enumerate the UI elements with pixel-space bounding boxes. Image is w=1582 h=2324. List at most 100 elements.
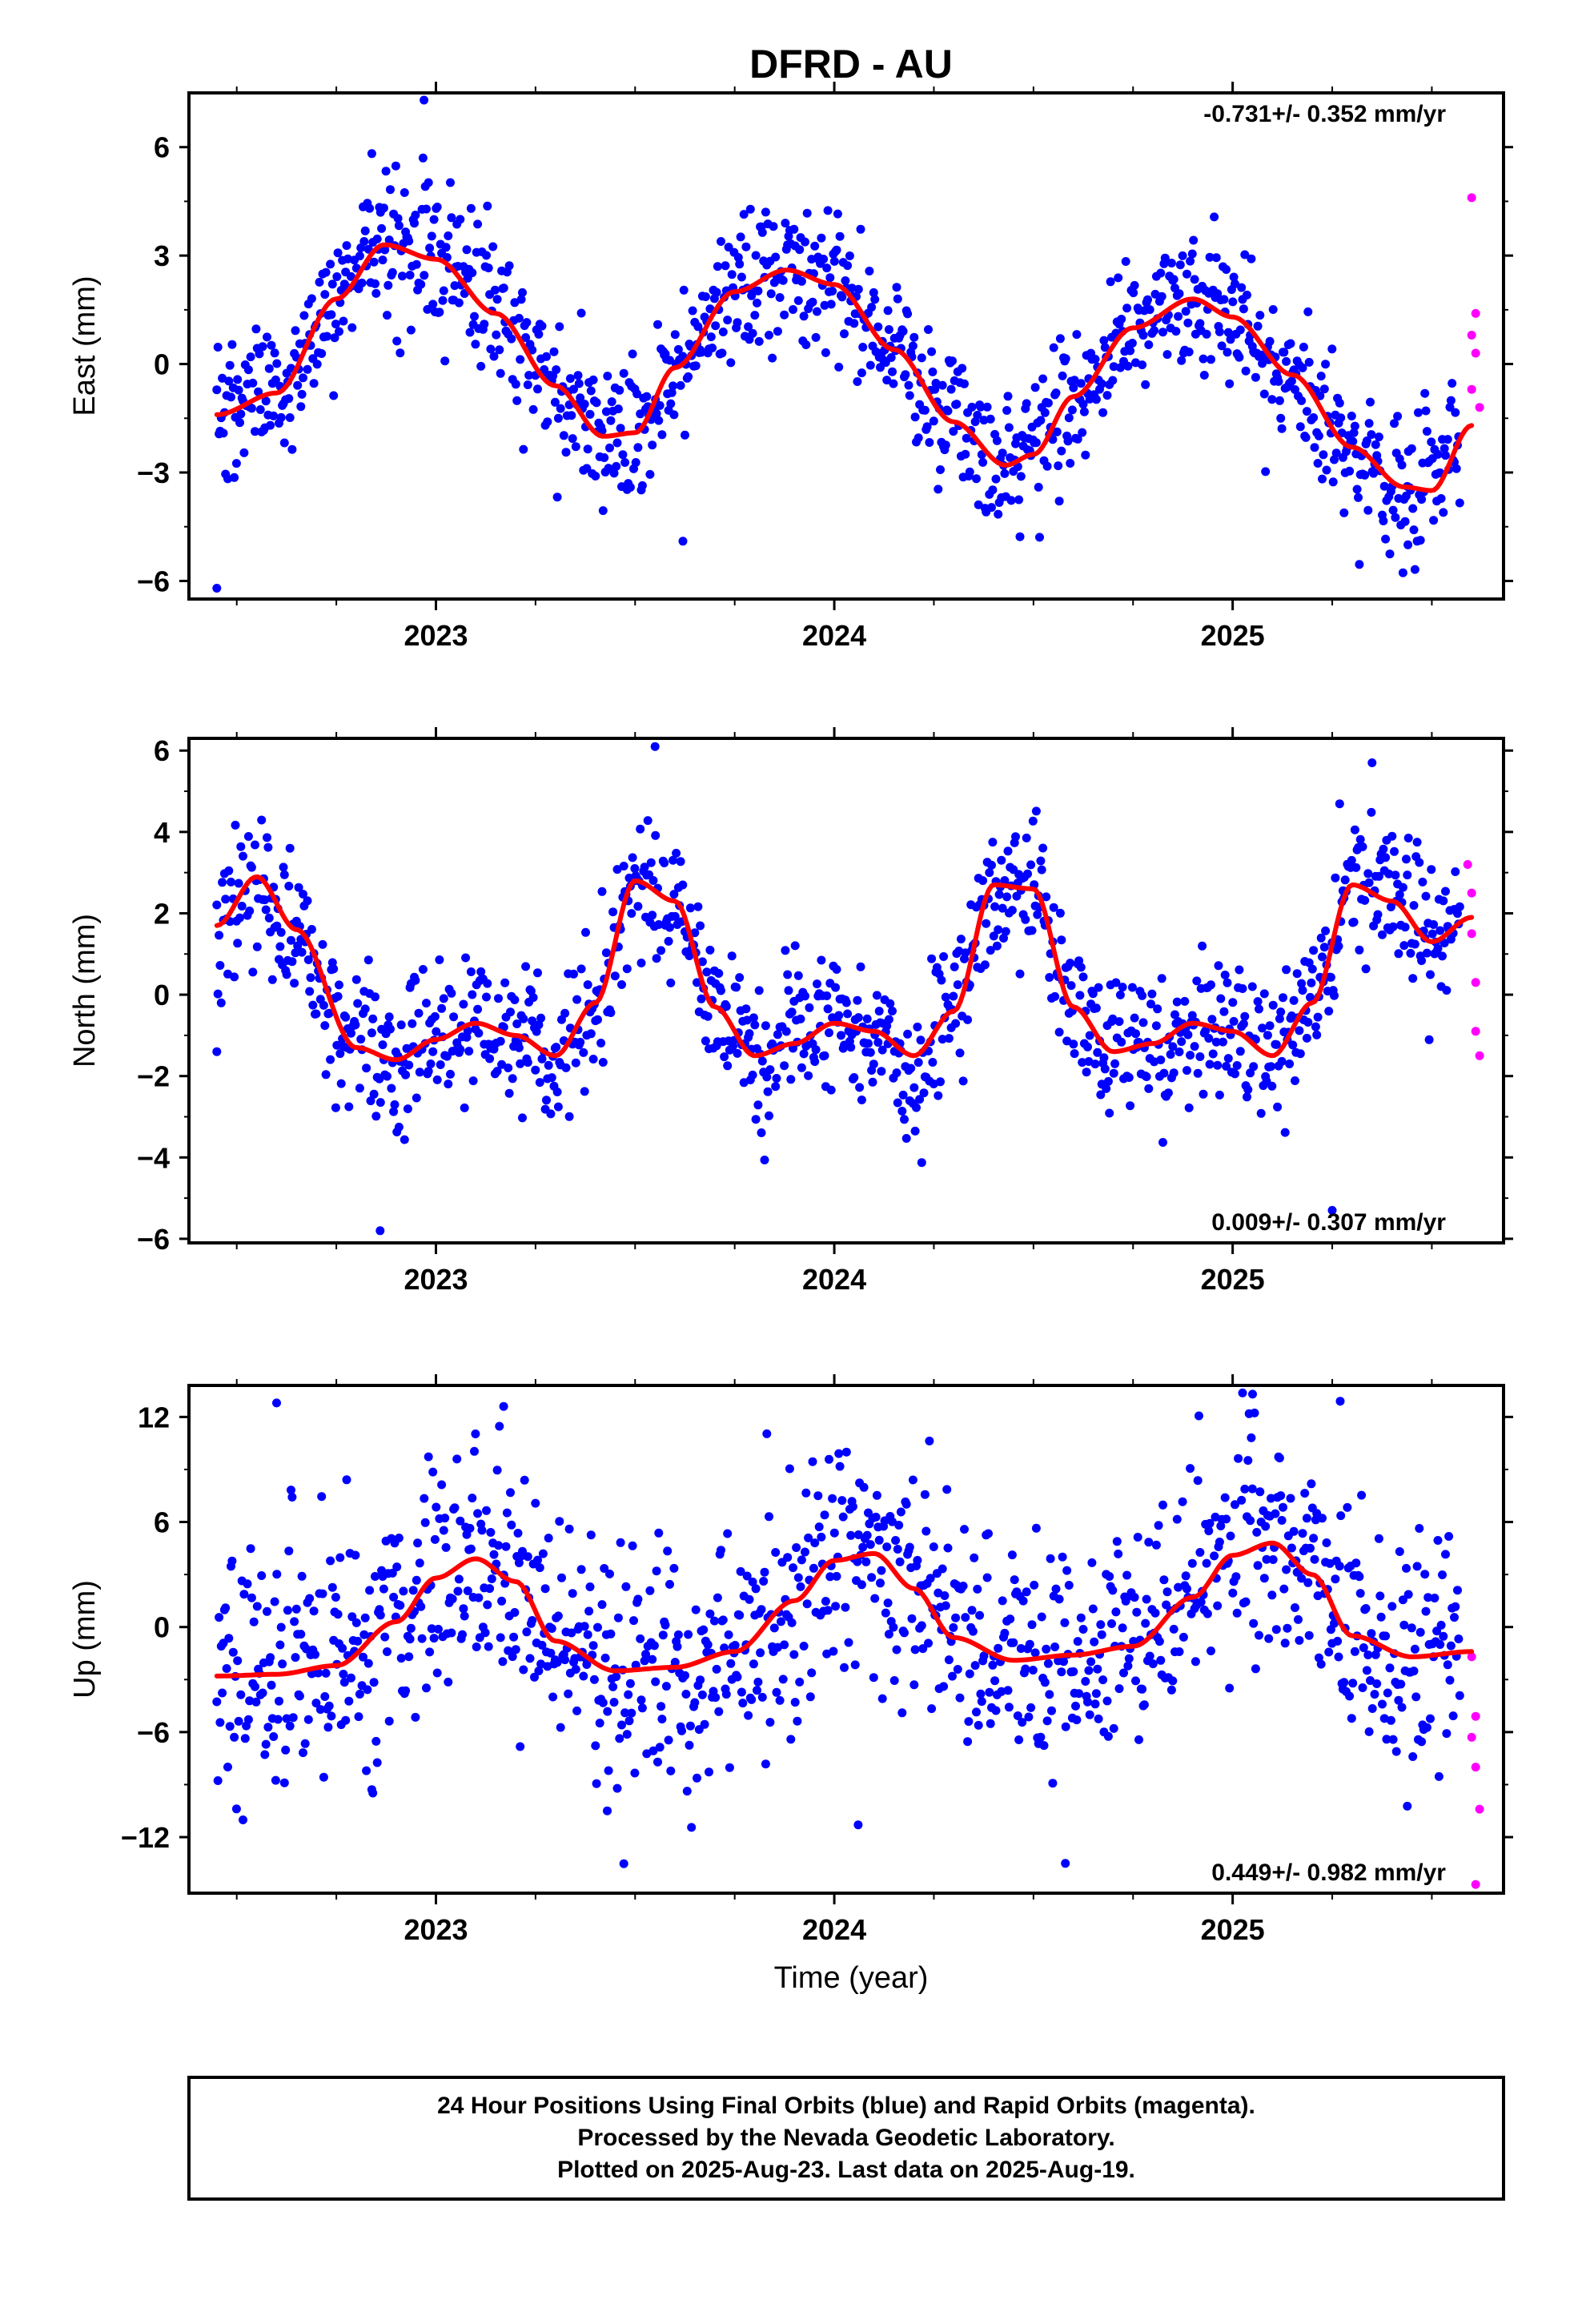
data-point bbox=[1261, 467, 1271, 476]
data-point bbox=[801, 237, 809, 247]
data-point bbox=[1207, 355, 1215, 364]
data-point bbox=[1364, 419, 1374, 428]
data-point bbox=[426, 1059, 436, 1068]
data-point bbox=[468, 268, 477, 278]
data-point bbox=[665, 356, 674, 365]
data-point bbox=[387, 267, 397, 277]
data-point bbox=[568, 434, 577, 444]
data-point bbox=[532, 1027, 541, 1036]
data-point bbox=[1451, 408, 1460, 417]
data-point bbox=[401, 1686, 411, 1695]
data-point bbox=[833, 209, 842, 219]
data-point bbox=[841, 998, 851, 1007]
data-point bbox=[567, 411, 576, 420]
data-point bbox=[987, 503, 996, 513]
data-point bbox=[702, 967, 712, 977]
data-point bbox=[906, 1063, 916, 1073]
data-point bbox=[439, 286, 448, 296]
data-point bbox=[1025, 1639, 1034, 1649]
data-point bbox=[926, 1574, 935, 1583]
data-point bbox=[1048, 1779, 1058, 1788]
data-point bbox=[771, 1548, 781, 1557]
data-point bbox=[1348, 436, 1358, 446]
data-point bbox=[1406, 948, 1415, 958]
data-point bbox=[1443, 435, 1452, 444]
data-point bbox=[612, 438, 622, 448]
data-point bbox=[1441, 887, 1450, 896]
rate-label-north: 0.009+/- 0.307 mm/yr bbox=[1211, 1209, 1446, 1236]
data-point bbox=[821, 348, 830, 357]
data-point bbox=[612, 461, 621, 471]
data-point bbox=[215, 1613, 224, 1622]
data-point bbox=[284, 1546, 294, 1556]
data-point bbox=[904, 380, 913, 390]
data-point bbox=[1316, 1659, 1326, 1669]
data-point bbox=[726, 1659, 736, 1668]
data-point bbox=[1343, 1502, 1352, 1512]
x-tick-label: 2024 bbox=[802, 619, 866, 652]
data-point bbox=[243, 365, 253, 375]
data-point bbox=[263, 332, 271, 342]
data-point bbox=[470, 1446, 479, 1456]
data-point bbox=[500, 978, 510, 987]
data-point bbox=[466, 1544, 476, 1554]
data-point bbox=[1014, 1735, 1024, 1744]
data-point bbox=[717, 1546, 725, 1555]
data-point bbox=[862, 1530, 872, 1540]
data-point bbox=[1202, 1558, 1211, 1568]
data-point bbox=[260, 1750, 270, 1759]
data-point bbox=[972, 1707, 981, 1717]
data-point bbox=[1251, 372, 1260, 382]
data-point bbox=[1199, 1089, 1208, 1099]
data-point bbox=[1062, 1036, 1072, 1046]
data-point bbox=[986, 1719, 995, 1728]
data-point bbox=[1243, 290, 1251, 300]
rapid-orbit-points-up bbox=[1467, 1652, 1484, 1889]
data-point bbox=[464, 1047, 474, 1056]
data-point bbox=[514, 313, 524, 323]
data-point bbox=[618, 450, 628, 460]
data-point bbox=[335, 1049, 345, 1059]
data-point bbox=[603, 372, 612, 381]
data-point bbox=[586, 1029, 596, 1039]
data-point bbox=[386, 185, 395, 195]
data-point bbox=[535, 1563, 544, 1573]
data-point bbox=[958, 1076, 968, 1086]
data-point bbox=[255, 349, 264, 359]
data-point bbox=[553, 413, 563, 423]
data-point bbox=[705, 1609, 715, 1618]
data-point bbox=[1169, 1624, 1178, 1634]
data-point bbox=[378, 255, 387, 265]
data-point bbox=[761, 207, 770, 217]
data-point bbox=[934, 485, 943, 494]
data-point bbox=[576, 1037, 585, 1047]
data-point bbox=[459, 1604, 468, 1614]
data-point bbox=[1072, 330, 1082, 340]
y-tick-label: −3 bbox=[137, 456, 170, 489]
data-point bbox=[588, 375, 598, 384]
data-point bbox=[861, 1557, 871, 1566]
data-point bbox=[1141, 1618, 1150, 1628]
data-point bbox=[813, 307, 821, 316]
data-point bbox=[1123, 361, 1133, 371]
data-point bbox=[528, 345, 537, 355]
data-point bbox=[1271, 1039, 1281, 1049]
outlier-point bbox=[212, 584, 222, 593]
data-point bbox=[1452, 464, 1461, 473]
data-point bbox=[231, 459, 241, 468]
data-point bbox=[672, 848, 681, 858]
data-point bbox=[1182, 1584, 1191, 1594]
data-point bbox=[664, 1735, 673, 1745]
data-point bbox=[978, 457, 988, 467]
data-point bbox=[285, 413, 295, 422]
data-point bbox=[285, 1721, 295, 1731]
data-point bbox=[1277, 424, 1287, 433]
data-point bbox=[287, 957, 297, 967]
data-point bbox=[1250, 1408, 1259, 1417]
data-point bbox=[489, 1550, 499, 1559]
data-point bbox=[492, 295, 502, 304]
data-point bbox=[1263, 1031, 1272, 1040]
data-point bbox=[727, 270, 737, 279]
data-point bbox=[753, 1100, 763, 1110]
data-point bbox=[882, 1542, 892, 1552]
